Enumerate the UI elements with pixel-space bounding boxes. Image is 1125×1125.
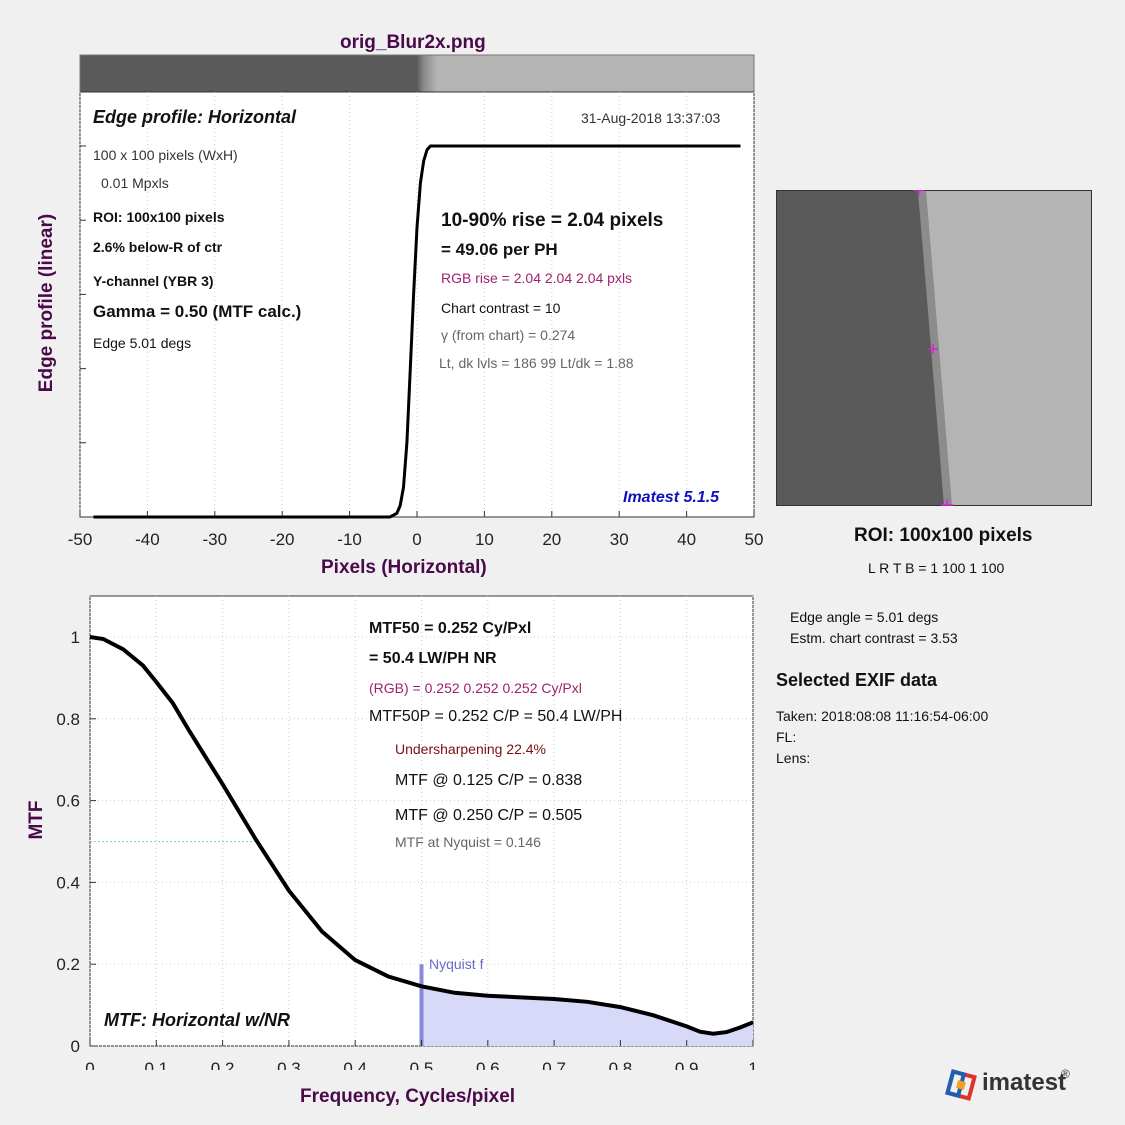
mtf-tick-label-x: 0.1 bbox=[144, 1059, 168, 1070]
mtf-tick-label-x: 0.3 bbox=[277, 1059, 301, 1070]
edge-tick-label: 50 bbox=[745, 530, 764, 549]
info-mpxls: 0.01 Mpxls bbox=[101, 175, 169, 191]
registered-mark: ® bbox=[1061, 1067, 1070, 1081]
info-gamma: Gamma = 0.50 (MTF calc.) bbox=[93, 302, 302, 321]
mtf-xlabel: Frequency, Cycles/pixel bbox=[300, 1086, 516, 1107]
edge-tick-label: -20 bbox=[270, 530, 295, 549]
mtf50-value: MTF50 = 0.252 Cy/Pxl bbox=[369, 620, 532, 637]
info-position: 2.6% below-R of ctr bbox=[93, 239, 223, 255]
rgb-mtf50: (RGB) = 0.252 0.252 0.252 Cy/Pxl bbox=[369, 680, 582, 696]
edge-tick-label: 40 bbox=[677, 530, 696, 549]
edge-tick-label: 30 bbox=[610, 530, 629, 549]
lwph-value: = 50.4 LW/PH NR bbox=[369, 650, 497, 667]
window-title: orig_Blur2x.png bbox=[340, 32, 486, 53]
nyquist-shaded-area bbox=[421, 986, 753, 1046]
info-channel: Y-channel (YBR 3) bbox=[93, 273, 214, 289]
rise-line2: = 49.06 per PH bbox=[441, 240, 558, 259]
mtf-tick-label-y: 0.8 bbox=[56, 710, 80, 729]
undersharpening: Undersharpening 22.4% bbox=[395, 741, 546, 757]
mtf-tick-label-x: 0.6 bbox=[476, 1059, 500, 1070]
edge-profile-line bbox=[93, 144, 741, 519]
mtf-tick-label-y: 1 bbox=[71, 628, 80, 647]
roi-marker-bottom bbox=[941, 499, 953, 506]
mtf-tick-label-x: 0.8 bbox=[609, 1059, 633, 1070]
estimated-chart-contrast: Estm. chart contrast = 3.53 bbox=[790, 630, 958, 646]
mtf-at-125: MTF @ 0.125 C/P = 0.838 bbox=[395, 772, 583, 789]
mtf-at-250: MTF @ 0.250 C/P = 0.505 bbox=[395, 807, 583, 824]
chart-contrast: Chart contrast = 10 bbox=[441, 300, 561, 316]
roi-marker-center bbox=[928, 344, 938, 354]
edge-tick-label: 10 bbox=[475, 530, 494, 549]
info-roi: ROI: 100x100 pixels bbox=[93, 209, 225, 225]
nyquist-label: Nyquist f bbox=[429, 956, 484, 972]
edge-ylabel: Edge profile (linear) bbox=[36, 213, 57, 393]
roi-lrtb: L R T B = 1 100 1 100 bbox=[868, 560, 1005, 576]
rgb-rise: RGB rise = 2.04 2.04 2.04 pxls bbox=[441, 270, 633, 286]
mtf-tick-label-x: 0.7 bbox=[542, 1059, 566, 1070]
edge-tick-label: -50 bbox=[68, 530, 93, 549]
roi-marker-top bbox=[913, 190, 925, 196]
mtf-at-nyquist: MTF at Nyquist = 0.146 bbox=[395, 834, 541, 850]
edge-tick-label: 20 bbox=[542, 530, 561, 549]
mtf-ylabel: MTF bbox=[26, 800, 47, 840]
edge-profile-chart: -50 -40 -30 -20 -10 0 10 20 30 40 50 bbox=[68, 54, 764, 549]
mtf-label: MTF: Horizontal w/NR bbox=[104, 1010, 290, 1030]
edge-xlabel: Pixels (Horizontal) bbox=[321, 557, 487, 578]
mtf50p-value: MTF50P = 0.252 C/P = 50.4 LW/PH bbox=[369, 708, 623, 725]
edge-tick-label: -10 bbox=[337, 530, 362, 549]
mtf-chart: 0 0.1 0.2 0.3 0.4 0.5 0.6 0.7 0.8 0.9 1 0 0.2 0.4 0.6 0… bbox=[56, 595, 758, 1070]
imatest-logo-text: imatest bbox=[982, 1069, 1067, 1096]
edge-tick-label: -30 bbox=[203, 530, 228, 549]
mtf-curve bbox=[89, 635, 754, 1036]
mtf-tick-label-x: 1 bbox=[748, 1059, 757, 1070]
mtf-tick-label-x: 0.2 bbox=[211, 1059, 235, 1070]
info-edge: Edge 5.01 degs bbox=[93, 335, 192, 351]
exif-lens: Lens: bbox=[776, 750, 811, 766]
exif-taken: Taken: 2018:08:08 11:16:54-06:00 bbox=[776, 708, 989, 724]
mtf-tick-label-x: 0.4 bbox=[343, 1059, 367, 1070]
mtf-tick-label-y: 0.4 bbox=[56, 873, 80, 892]
edge-tick-label: 0 bbox=[412, 530, 421, 549]
edge-tick-label: -40 bbox=[135, 530, 160, 549]
mtf-tick-label-x: 0 bbox=[85, 1059, 94, 1070]
edge-band bbox=[79, 54, 755, 93]
info-size: 100 x 100 pixels (WxH) bbox=[93, 147, 238, 163]
edge-timestamp: 31-Aug-2018 13:37:03 bbox=[581, 110, 721, 126]
roi-title: ROI: 100x100 pixels bbox=[854, 525, 1033, 546]
light-dark-levels: Lt, dk lvls = 186 99 Lt/dk = 1.88 bbox=[439, 355, 634, 371]
exif-fl: FL: bbox=[776, 729, 797, 745]
mtf-tick-label-x: 0.9 bbox=[675, 1059, 699, 1070]
mtf-tick-label-y: 0 bbox=[71, 1037, 80, 1056]
mtf-tick-label-y: 0.2 bbox=[56, 955, 80, 974]
roi-image bbox=[776, 190, 1092, 506]
edge-heading: Edge profile: Horizontal bbox=[93, 107, 297, 127]
gamma-from-chart: γ (from chart) = 0.274 bbox=[441, 327, 576, 343]
mtf-tick-label-y: 0.6 bbox=[56, 792, 80, 811]
mtf-tick-label-x: 0.5 bbox=[410, 1059, 434, 1070]
imatest-logo-icon bbox=[945, 1069, 977, 1101]
imatest-version: Imatest 5.1.5 bbox=[623, 489, 720, 506]
exif-heading: Selected EXIF data bbox=[776, 670, 938, 690]
edge-angle: Edge angle = 5.01 degs bbox=[790, 609, 939, 625]
rise-line1: 10-90% rise = 2.04 pixels bbox=[441, 210, 664, 231]
